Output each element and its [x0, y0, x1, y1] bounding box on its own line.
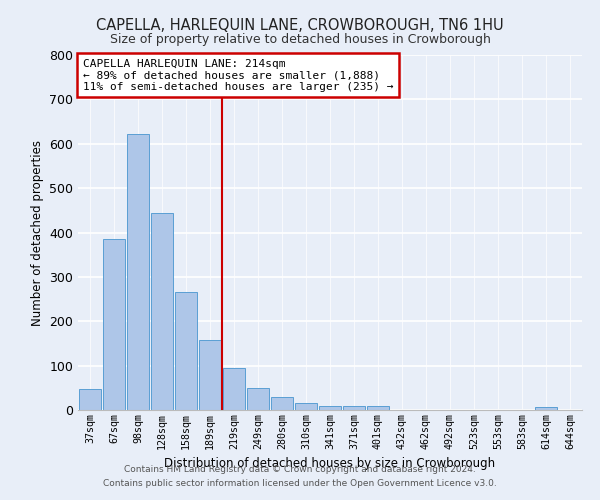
Bar	[367, 406, 389, 410]
Y-axis label: Number of detached properties: Number of detached properties	[31, 140, 44, 326]
Text: Size of property relative to detached houses in Crowborough: Size of property relative to detached ho…	[110, 32, 490, 46]
Bar	[199, 340, 221, 410]
Bar	[127, 134, 149, 410]
Text: Contains HM Land Registry data © Crown copyright and database right 2024.
Contai: Contains HM Land Registry data © Crown c…	[103, 466, 497, 487]
Bar	[223, 368, 245, 410]
Bar	[343, 406, 365, 410]
Bar	[319, 406, 341, 410]
Bar	[175, 292, 197, 410]
Bar	[295, 404, 317, 410]
Text: CAPELLA HARLEQUIN LANE: 214sqm
← 89% of detached houses are smaller (1,888)
11% : CAPELLA HARLEQUIN LANE: 214sqm ← 89% of …	[83, 58, 394, 92]
Bar	[535, 407, 557, 410]
Text: CAPELLA, HARLEQUIN LANE, CROWBOROUGH, TN6 1HU: CAPELLA, HARLEQUIN LANE, CROWBOROUGH, TN…	[96, 18, 504, 32]
Bar	[247, 388, 269, 410]
Bar	[271, 396, 293, 410]
Bar	[79, 389, 101, 410]
Bar	[103, 239, 125, 410]
Bar	[151, 214, 173, 410]
X-axis label: Distribution of detached houses by size in Crowborough: Distribution of detached houses by size …	[164, 457, 496, 470]
